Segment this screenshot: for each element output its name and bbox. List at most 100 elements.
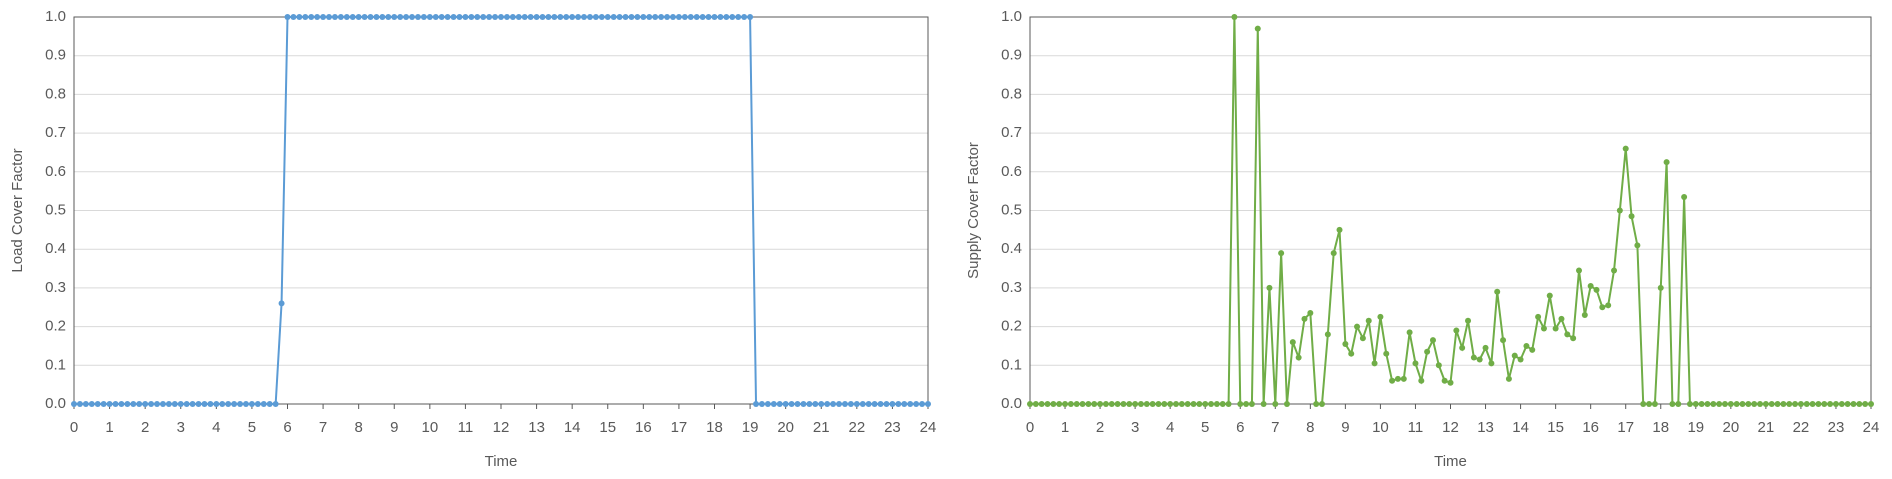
series-marker — [503, 14, 510, 20]
series-marker — [266, 401, 273, 407]
x-tick-label: 16 — [635, 419, 652, 436]
series-marker — [1856, 401, 1863, 407]
series-marker — [889, 401, 896, 407]
series-marker — [1517, 356, 1524, 363]
x-tick-label: 20 — [777, 419, 794, 436]
series-marker — [592, 14, 599, 20]
series-marker — [195, 401, 202, 407]
series-marker — [628, 14, 635, 20]
series-marker — [1827, 401, 1834, 407]
x-tick-label: 8 — [1306, 419, 1314, 436]
series-marker — [675, 14, 682, 20]
series-marker — [1529, 346, 1536, 353]
series-marker — [391, 14, 398, 20]
series-marker — [1307, 310, 1314, 317]
x-tick-label: 9 — [1341, 419, 1349, 436]
series-marker — [812, 401, 819, 407]
series-marker — [1184, 401, 1191, 407]
series-marker — [569, 14, 576, 20]
series-marker — [1447, 379, 1454, 386]
y-tick-label: 0.6 — [45, 163, 66, 180]
series-marker — [1167, 401, 1174, 407]
series-marker — [1716, 401, 1723, 407]
x-tick-label: 11 — [1408, 419, 1424, 436]
series-marker — [1283, 401, 1290, 407]
y-tick-label: 0.4 — [1001, 240, 1022, 257]
series-marker — [616, 14, 623, 20]
y-tick-label: 0.8 — [45, 85, 66, 102]
x-tick-label: 6 — [1236, 419, 1244, 436]
series-marker — [776, 401, 783, 407]
series-marker — [610, 14, 617, 20]
series-marker — [1400, 375, 1407, 382]
series-marker — [1862, 401, 1869, 407]
x-tick-label: 17 — [1617, 419, 1634, 436]
series-marker — [723, 14, 730, 20]
x-tick-label: 8 — [354, 419, 362, 436]
series-marker — [1085, 401, 1092, 407]
series-marker — [1038, 401, 1045, 407]
series-marker — [764, 401, 771, 407]
series-marker — [1646, 401, 1653, 407]
x-tick-label: 3 — [177, 419, 185, 436]
series-marker — [1721, 401, 1728, 407]
series-marker — [1219, 401, 1226, 407]
y-tick-label: 0.1 — [1001, 356, 1022, 373]
series-marker — [1844, 401, 1851, 407]
series-marker — [1681, 193, 1688, 200]
series-marker — [1768, 401, 1775, 407]
x-tick-label: 24 — [1863, 419, 1880, 436]
series-marker — [883, 401, 890, 407]
x-tick-label: 5 — [1201, 419, 1209, 436]
series-marker — [142, 401, 149, 407]
x-tick-label: 13 — [1477, 419, 1494, 436]
series-marker — [148, 401, 155, 407]
series-marker — [1815, 401, 1822, 407]
series-marker — [1027, 401, 1033, 407]
series-marker — [729, 14, 736, 20]
series-marker — [1365, 317, 1372, 324]
series-marker — [1570, 335, 1577, 342]
x-tick-label: 21 — [1758, 419, 1775, 436]
y-tick-label: 0.9 — [45, 47, 66, 64]
series-marker — [1108, 401, 1115, 407]
series-marker — [1575, 267, 1582, 274]
series-marker — [581, 14, 588, 20]
series-marker — [201, 401, 208, 407]
series-marker — [426, 14, 433, 20]
series-marker — [1424, 348, 1431, 355]
series-marker — [1196, 401, 1203, 407]
series-marker — [877, 401, 884, 407]
series-marker — [1266, 284, 1273, 291]
series-marker — [652, 14, 659, 20]
series-marker — [355, 14, 362, 20]
y-tick-label: 0.9 — [1001, 47, 1022, 64]
x-tick-label: 4 — [1166, 419, 1174, 436]
series-marker — [1050, 401, 1057, 407]
series-marker — [1558, 315, 1565, 322]
x-tick-label: 12 — [1442, 419, 1459, 436]
series-marker — [1359, 335, 1366, 342]
y-tick-label: 0.1 — [45, 356, 66, 373]
series-marker — [545, 14, 552, 20]
series-marker — [88, 401, 95, 407]
series-marker — [1389, 377, 1396, 384]
series-marker — [337, 14, 344, 20]
series-marker — [231, 401, 238, 407]
y-tick-label: 0.3 — [1001, 279, 1022, 296]
series-marker — [94, 401, 101, 407]
series-marker — [296, 14, 303, 20]
series-marker — [1213, 401, 1220, 407]
series-marker — [1616, 207, 1623, 214]
series-marker — [646, 14, 653, 20]
series-marker — [1476, 356, 1483, 363]
series-marker — [895, 401, 902, 407]
series-marker — [159, 401, 166, 407]
x-tick-label: 19 — [1687, 419, 1704, 436]
series-marker — [717, 14, 724, 20]
series-marker — [1091, 401, 1098, 407]
series-marker — [1651, 401, 1658, 407]
series-marker — [1803, 401, 1810, 407]
series-marker — [1056, 401, 1063, 407]
y-tick-label: 0.0 — [45, 395, 66, 412]
